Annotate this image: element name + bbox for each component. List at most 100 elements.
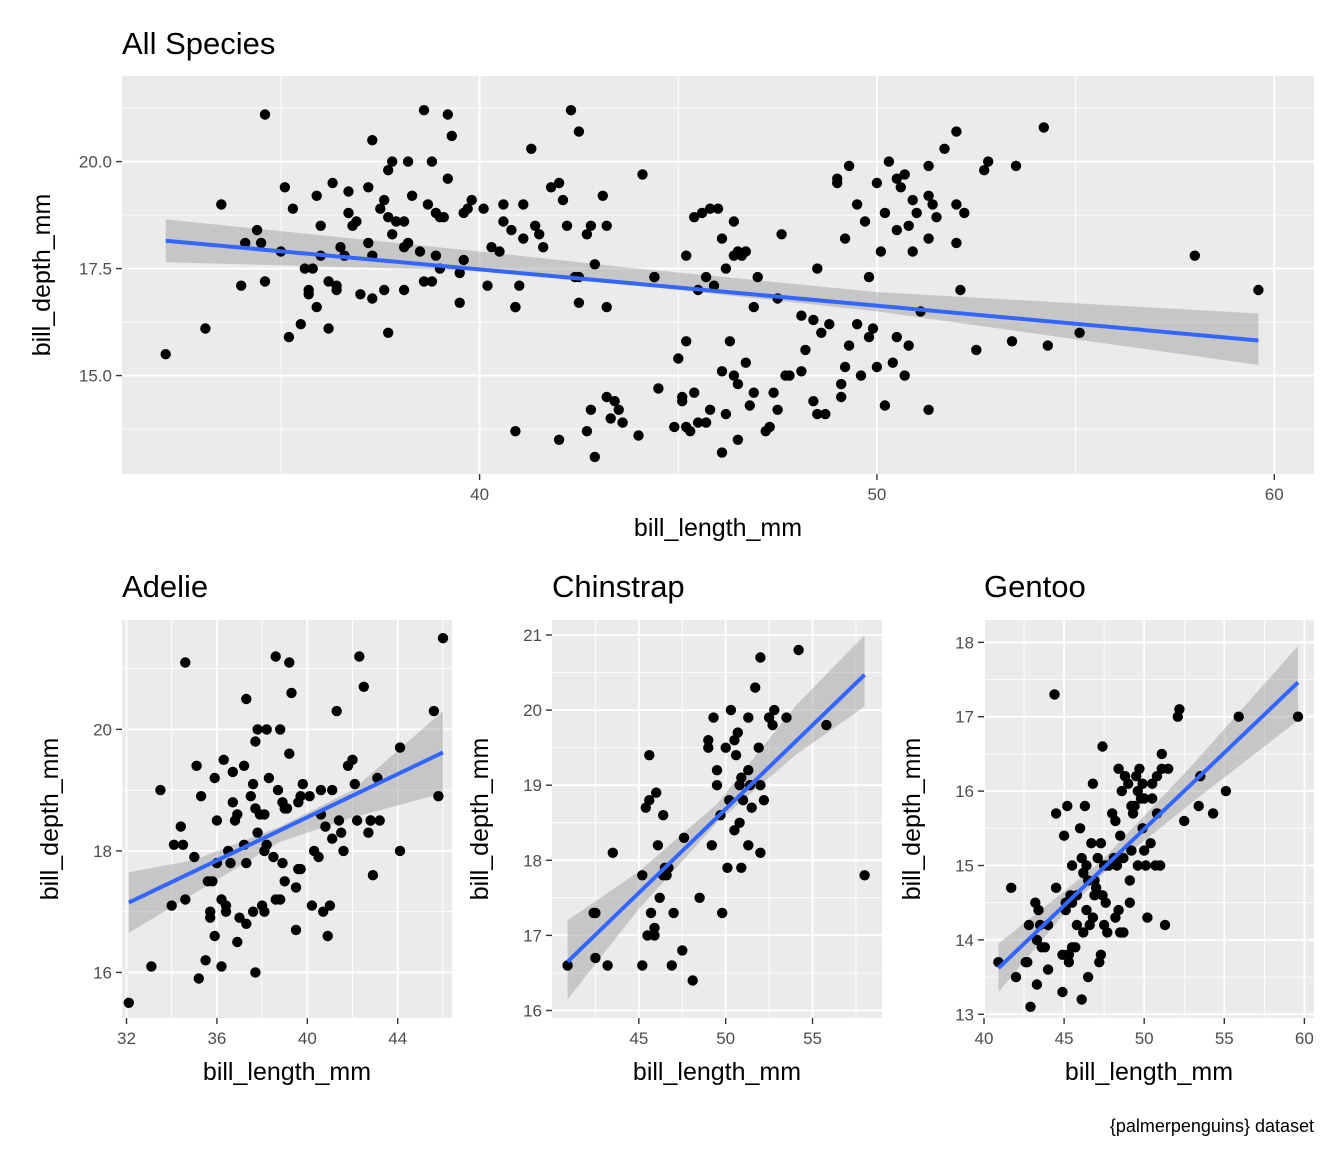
data-point — [590, 952, 601, 964]
data-point — [1092, 852, 1103, 864]
data-point — [1100, 897, 1111, 908]
data-point — [781, 712, 792, 723]
data-point — [740, 246, 751, 257]
chart-title: Chinstrap — [552, 569, 685, 604]
data-point — [510, 301, 521, 313]
data-point — [573, 126, 585, 137]
data-point — [649, 930, 660, 941]
data-point — [315, 220, 326, 231]
data-point — [367, 870, 379, 881]
data-point — [1139, 845, 1150, 856]
data-point — [311, 301, 322, 313]
data-point — [871, 361, 883, 373]
data-point — [605, 413, 616, 424]
data-point — [923, 404, 934, 415]
data-point — [724, 336, 736, 347]
data-point — [720, 742, 731, 753]
data-point — [391, 216, 402, 227]
data-point — [1142, 912, 1153, 923]
data-point — [645, 907, 657, 919]
data-point — [871, 177, 883, 189]
data-point — [951, 199, 962, 210]
data-point — [581, 426, 593, 437]
data-point — [1253, 284, 1264, 296]
data-point — [1066, 860, 1078, 871]
x-tick-label: 55 — [803, 1029, 822, 1048]
data-point — [1095, 949, 1107, 960]
data-point — [687, 975, 698, 986]
data-point — [123, 997, 134, 1008]
data-point — [245, 791, 256, 802]
data-point — [1031, 979, 1043, 990]
data-point — [752, 271, 763, 283]
data-point — [402, 237, 414, 249]
data-point — [867, 323, 879, 334]
data-point — [166, 900, 177, 911]
data-point — [1086, 838, 1097, 849]
data-point — [602, 960, 613, 971]
data-point — [438, 212, 449, 223]
data-point — [252, 724, 263, 735]
data-point — [746, 802, 757, 813]
data-point — [681, 250, 692, 261]
data-point — [717, 907, 728, 919]
data-point — [971, 344, 982, 356]
data-point — [722, 862, 733, 873]
data-point — [689, 387, 700, 398]
data-point — [268, 851, 279, 863]
data-point — [299, 263, 310, 274]
data-point — [295, 319, 306, 330]
data-point — [402, 156, 414, 167]
x-axis-label: bill_length_mm — [633, 1058, 801, 1086]
data-point — [649, 271, 660, 283]
data-point — [1020, 957, 1031, 968]
x-tick-label: 50 — [716, 1029, 735, 1048]
data-point — [1081, 904, 1092, 916]
data-point — [234, 912, 245, 923]
data-point — [666, 960, 677, 971]
data-point — [911, 207, 922, 219]
data-point — [730, 750, 742, 761]
data-point — [694, 892, 705, 903]
data-point — [1006, 882, 1017, 893]
data-point — [609, 396, 620, 407]
data-point — [297, 778, 308, 790]
data-point — [644, 750, 655, 761]
data-point — [716, 447, 728, 458]
data-point — [812, 263, 823, 274]
data-point — [808, 314, 819, 326]
data-point — [250, 967, 261, 978]
data-point — [951, 126, 962, 137]
data-point — [1063, 957, 1075, 968]
data-point — [1124, 897, 1136, 908]
x-axis-label: bill_length_mm — [1065, 1058, 1233, 1086]
data-point — [259, 109, 271, 120]
data-point — [1137, 778, 1148, 789]
data-point — [426, 156, 438, 167]
data-point — [295, 791, 306, 802]
data-point — [565, 105, 577, 116]
data-point — [1102, 927, 1113, 938]
data-point — [336, 827, 347, 838]
data-point — [506, 224, 517, 236]
data-point — [1139, 793, 1150, 804]
data-point — [753, 742, 764, 753]
data-point — [279, 876, 290, 887]
data-point — [1159, 919, 1171, 931]
data-point — [250, 736, 261, 747]
data-point — [728, 370, 740, 381]
data-point — [1058, 830, 1070, 841]
data-point — [617, 417, 628, 428]
data-point — [979, 165, 990, 176]
data-point — [383, 327, 394, 338]
data-point — [732, 378, 744, 390]
data-point — [644, 795, 655, 806]
data-point — [327, 784, 338, 796]
data-point — [335, 242, 346, 253]
data-point — [734, 780, 745, 791]
data-point — [907, 194, 918, 206]
data-point — [259, 276, 271, 287]
data-point — [637, 169, 648, 180]
data-point — [1057, 986, 1068, 998]
data-point — [374, 815, 385, 826]
